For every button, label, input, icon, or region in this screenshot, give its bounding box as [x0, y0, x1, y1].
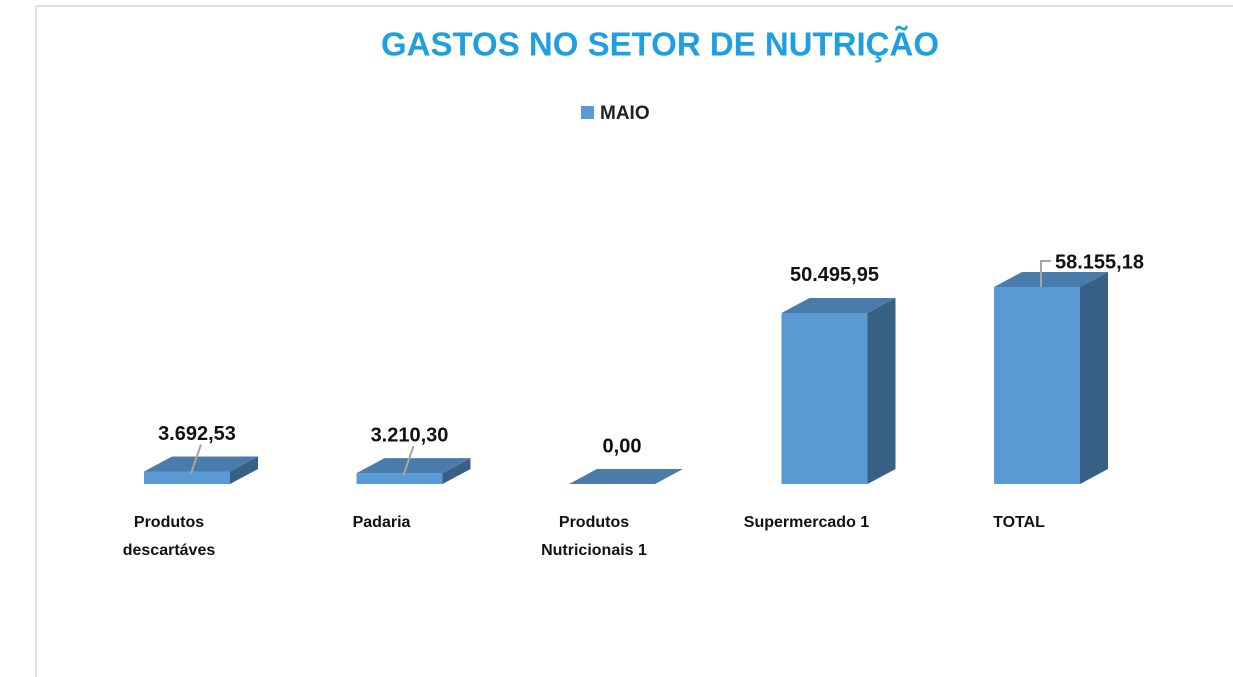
bar-side: [230, 456, 258, 484]
bar-top: [569, 469, 683, 484]
value-label: 3.210,30: [371, 424, 449, 446]
x-tick-label: Produtos descartáves: [123, 514, 216, 559]
value-label: 50.495,95: [790, 264, 879, 286]
x-tick-label: Produtos Nutricionais 1: [541, 514, 647, 559]
value-label: 0,00: [603, 435, 642, 457]
bar-top: [781, 297, 896, 313]
x-tick-label: Padaria: [353, 514, 411, 531]
chart-title: GASTOS NO SETOR DE NUTRIÇÃO: [381, 26, 939, 63]
x-tick-label: TOTAL: [993, 514, 1045, 531]
bar: [144, 471, 230, 484]
bar-side: [442, 458, 471, 484]
bar: [356, 473, 443, 484]
leader-line: [402, 445, 415, 476]
bar: [994, 287, 1080, 484]
legend-label: MAIO: [600, 103, 650, 124]
legend-swatch: [581, 106, 594, 119]
bar-top: [356, 458, 471, 474]
bar-side: [1080, 272, 1108, 484]
bar-top: [144, 456, 258, 472]
bar-side: [867, 297, 896, 484]
value-label: 58.155,18: [1055, 251, 1144, 273]
bar: [781, 312, 868, 484]
leader-line: [190, 444, 202, 474]
leader-line: [1040, 260, 1051, 287]
bar-top: [994, 272, 1108, 287]
x-tick-label: Supermercado 1: [744, 514, 869, 531]
value-label: 3.692,53: [158, 423, 236, 445]
